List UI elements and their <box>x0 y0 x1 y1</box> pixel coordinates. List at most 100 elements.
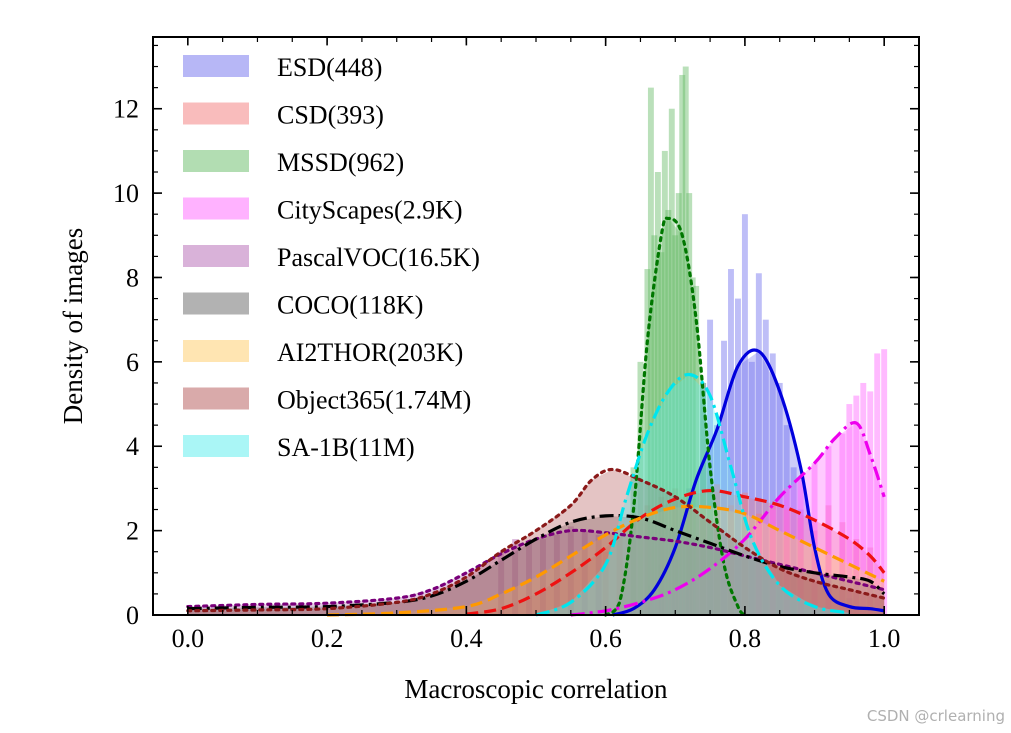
legend-label-ai2thor-203k: AI2THOR(203K) <box>277 338 463 367</box>
hist-bar-cityscapes-2-9k-5 <box>825 446 832 615</box>
x-tick-label: 0.0 <box>172 624 205 653</box>
legend-swatch-mssd-962 <box>183 150 249 172</box>
hist-bar-pascalvoc-16-5k-4 <box>553 534 560 615</box>
hist-bar-mssd-962-8 <box>665 209 672 616</box>
legend-label-mssd-962: MSSD(962) <box>277 148 404 177</box>
hist-bar-esd-448-12 <box>755 273 762 615</box>
hist-bar-esd-448-8 <box>728 269 734 615</box>
hist-bar-mssd-962-2 <box>644 269 651 615</box>
hist-bar-mssd-962-16 <box>693 285 700 615</box>
hist-bar-esd-448-11 <box>748 361 755 615</box>
legend-swatch-esd-448 <box>183 55 249 77</box>
hist-bar-csd-393-1 <box>616 534 623 615</box>
hist-area-cityscapes-2-9k <box>570 423 885 615</box>
hist-bar-esd-448-17 <box>790 467 797 615</box>
y-tick-label: 10 <box>113 179 139 208</box>
legend-label-pascalvoc-16-5k: PascalVOC(16.5K) <box>277 243 480 272</box>
legend-label-esd-448: ESD(448) <box>277 53 382 82</box>
hist-bar-esd-448-18 <box>797 509 804 615</box>
hist-bar-mssd-962-11 <box>675 193 682 616</box>
hist-bar-csd-393-0 <box>602 551 609 615</box>
hist-bar-cityscapes-2-9k-6 <box>839 433 846 615</box>
x-tick-label: 1.0 <box>868 624 901 653</box>
x-axis-title: Macroscopic correlation <box>404 674 668 704</box>
hist-area-csd-393 <box>466 490 885 615</box>
hist-bar-csd-393-12 <box>769 505 776 615</box>
hist-bar-mssd-962-12 <box>679 74 686 615</box>
hist-bar-pascalvoc-16-5k-5 <box>567 526 574 615</box>
hist-bar-pascalvoc-16-5k-0 <box>498 551 505 615</box>
hist-bar-pascalvoc-16-5k-3 <box>540 539 546 615</box>
kde-line-esd-448 <box>612 348 885 617</box>
legend-label-sa-1b-11m: SA-1B(11M) <box>277 433 415 462</box>
legend-label-coco-118k: COCO(118K) <box>277 291 423 320</box>
x-tick-label: 0.8 <box>729 624 762 653</box>
hist-bar-mssd-962-13 <box>682 66 689 616</box>
hist-bar-cityscapes-2-9k-2 <box>783 488 790 615</box>
hist-bar-csd-393-3 <box>644 505 651 615</box>
hist-bar-mssd-962-15 <box>689 277 696 615</box>
kde-line-pascalvoc-16-5k <box>186 528 886 609</box>
hist-bar-csd-393-14 <box>797 517 804 615</box>
hist-bar-esd-448-14 <box>769 353 776 615</box>
hist-bar-cityscapes-2-9k-0 <box>755 522 762 615</box>
hist-bar-mssd-962-19 <box>714 551 721 615</box>
y-tick-label: 4 <box>126 432 139 461</box>
hist-bar-pascalvoc-16-5k-7 <box>595 534 602 615</box>
hist-bar-esd-448-20 <box>825 581 832 615</box>
legend-label-csd-393: CSD(393) <box>277 101 384 130</box>
hist-bar-mssd-962-10 <box>672 235 679 615</box>
kde-line-object365-1-74m <box>186 467 886 613</box>
hist-area-mssd-962 <box>605 218 745 615</box>
y-tick-label: 6 <box>126 348 139 377</box>
hist-bar-esd-448-7 <box>721 340 727 615</box>
hist-bar-mssd-962-9 <box>668 108 675 615</box>
hist-bar-cityscapes-2-9k-9 <box>860 382 867 615</box>
legend-swatch-sa-1b-11m <box>183 435 249 457</box>
hist-bar-pascalvoc-16-5k-1 <box>512 539 519 615</box>
hist-bar-esd-448-4 <box>700 382 707 615</box>
y-tick-label: 2 <box>126 517 139 546</box>
hist-bar-cityscapes-2-9k-3 <box>797 479 804 615</box>
hist-bar-esd-448-16 <box>783 425 790 615</box>
hist-bar-mssd-962-3 <box>647 87 654 615</box>
hist-bar-mssd-962-7 <box>661 150 668 615</box>
hist-bar-csd-393-17 <box>839 522 846 615</box>
legend-label-cityscapes-2-9k: CityScapes(2.9K) <box>277 196 463 225</box>
hist-bar-pascalvoc-16-5k-6 <box>581 530 588 615</box>
hist-bar-esd-448-19 <box>811 551 818 615</box>
legend-swatch-ai2thor-203k <box>183 340 249 362</box>
hist-bar-mssd-962-14 <box>686 193 693 616</box>
hist-bar-mssd-962-6 <box>658 252 665 615</box>
hist-bar-esd-448-13 <box>762 319 769 615</box>
hist-bar-mssd-962-4 <box>651 235 658 615</box>
hist-area-coco-118k <box>187 515 885 615</box>
y-tick-label: 12 <box>113 95 139 124</box>
legend: ESD(448) CSD(393) MSSD(962) CityScapes(2.9K… <box>163 45 563 487</box>
legend-label-object365-1-74m: Object365(1.74M) <box>277 386 471 415</box>
kde-line-cityscapes-2-9k <box>570 421 886 617</box>
watermark: CSDN @crlearning <box>866 707 1005 725</box>
hist-bar-cityscapes-2-9k-11 <box>874 353 881 615</box>
y-tick-label: 8 <box>126 263 139 292</box>
hist-bar-cityscapes-2-9k-4 <box>811 463 818 615</box>
y-tick-label: 0 <box>126 601 139 630</box>
hist-bar-csd-393-2 <box>630 522 637 615</box>
y-axis-title: Density of images <box>58 228 88 424</box>
hist-bar-csd-393-6 <box>686 501 693 615</box>
hist-bar-csd-393-9 <box>728 505 734 615</box>
x-tick-label: 0.4 <box>450 624 483 653</box>
hist-bar-csd-393-4 <box>658 496 665 615</box>
axis-ticks: 0.0 0.2 0.4 0.6 0.8 1.0 0 2 4 6 8 10 12 <box>113 37 919 653</box>
legend-swatch-object365-1-74m <box>183 387 249 410</box>
hist-bar-mssd-962-5 <box>654 172 661 615</box>
hist-bar-cityscapes-2-9k-8 <box>853 395 860 615</box>
hist-bar-csd-393-16 <box>825 505 832 615</box>
kde-line-csd-393 <box>466 488 886 616</box>
hist-bar-csd-393-11 <box>755 513 762 615</box>
kde-line-sa-1b-11m <box>535 372 850 617</box>
hist-bar-mssd-962-0 <box>630 467 637 615</box>
hist-bar-cityscapes-2-9k-10 <box>867 391 874 615</box>
hist-bar-cityscapes-2-9k-7 <box>846 404 853 615</box>
kde-line-ai2thor-203k <box>327 504 885 617</box>
